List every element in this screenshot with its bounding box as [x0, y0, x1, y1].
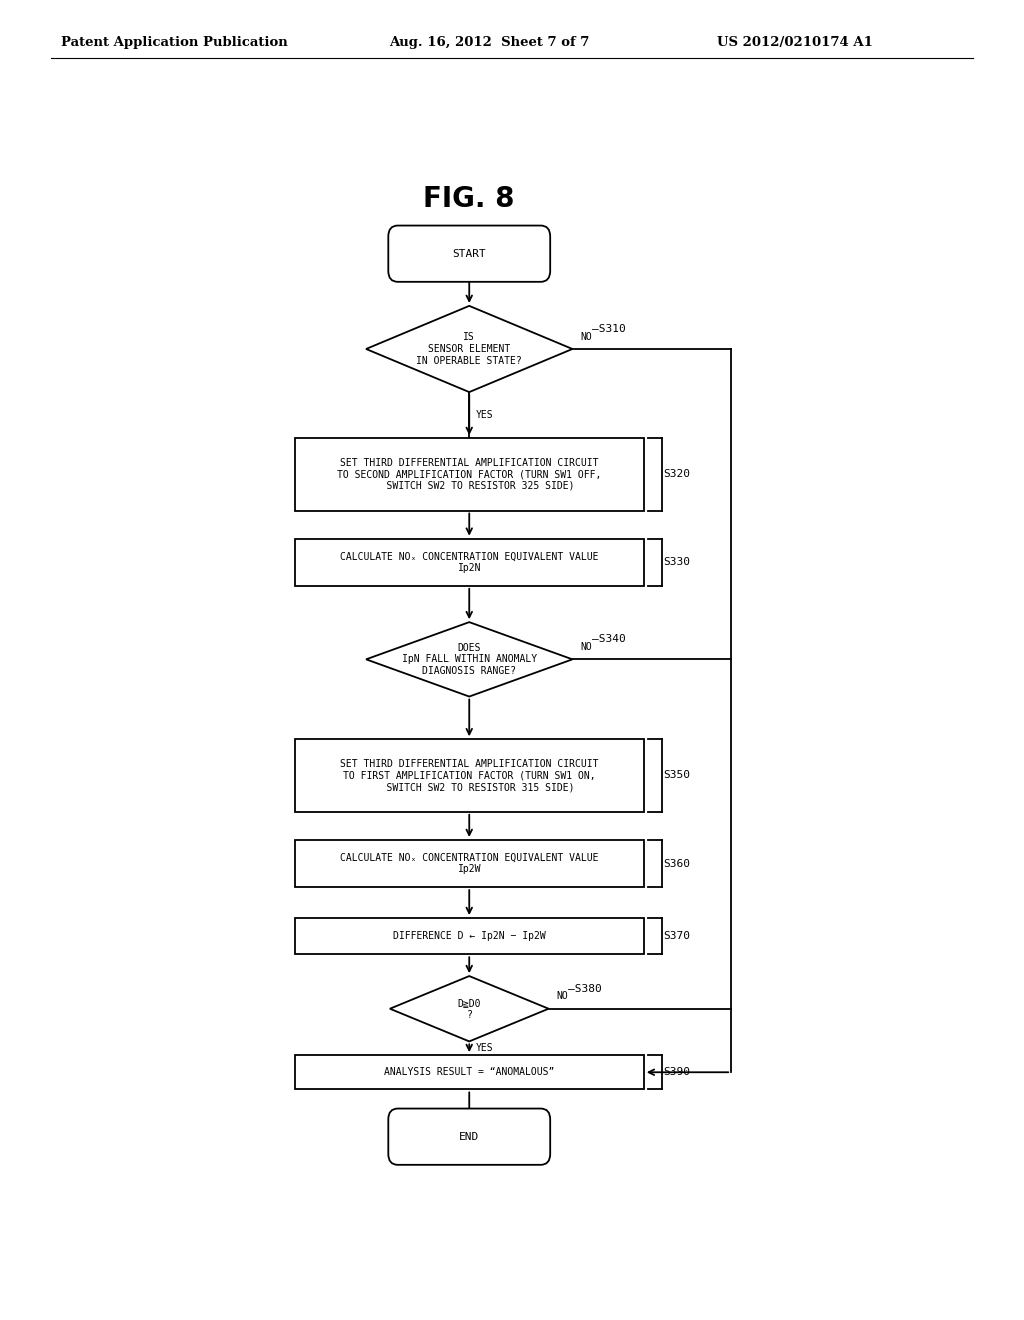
Text: YES: YES — [475, 1043, 494, 1053]
Polygon shape — [367, 306, 572, 392]
FancyBboxPatch shape — [388, 226, 550, 282]
Text: US 2012/0210174 A1: US 2012/0210174 A1 — [717, 36, 872, 49]
Text: DIFFERENCE D ← Ip2N − Ip2W: DIFFERENCE D ← Ip2N − Ip2W — [393, 931, 546, 941]
Text: —S380: —S380 — [568, 983, 602, 994]
Bar — [295, 539, 644, 586]
Text: IS
SENSOR ELEMENT
IN OPERABLE STATE?: IS SENSOR ELEMENT IN OPERABLE STATE? — [417, 333, 522, 366]
Text: NO: NO — [581, 331, 592, 342]
Bar — [295, 917, 644, 954]
Text: S320: S320 — [664, 469, 690, 479]
Polygon shape — [367, 622, 572, 697]
Text: S370: S370 — [664, 931, 690, 941]
Text: NO: NO — [557, 991, 568, 1002]
Text: —S310: —S310 — [592, 323, 626, 334]
Bar — [295, 739, 644, 812]
Bar — [295, 1055, 644, 1089]
Text: FIG. 8: FIG. 8 — [424, 185, 515, 214]
Bar — [295, 438, 644, 511]
Text: D≧D0
?: D≧D0 ? — [458, 998, 481, 1019]
Text: START: START — [453, 248, 486, 259]
Text: Patent Application Publication: Patent Application Publication — [61, 36, 288, 49]
Text: NO: NO — [581, 642, 592, 652]
Text: YES: YES — [475, 411, 494, 420]
Text: —S340: —S340 — [592, 635, 626, 644]
Text: S390: S390 — [664, 1068, 690, 1077]
Polygon shape — [390, 975, 549, 1041]
Text: SET THIRD DIFFERENTIAL AMPLIFICATION CIRCUIT
TO SECOND AMPLIFICATION FACTOR (TUR: SET THIRD DIFFERENTIAL AMPLIFICATION CIR… — [337, 458, 601, 491]
Text: CALCULATE NOₓ CONCENTRATION EQUIVALENT VALUE
Ip2N: CALCULATE NOₓ CONCENTRATION EQUIVALENT V… — [340, 552, 598, 573]
Text: S330: S330 — [664, 557, 690, 568]
Bar — [295, 840, 644, 887]
Text: DOES
IpN FALL WITHIN ANOMALY
DIAGNOSIS RANGE?: DOES IpN FALL WITHIN ANOMALY DIAGNOSIS R… — [401, 643, 537, 676]
Text: Aug. 16, 2012  Sheet 7 of 7: Aug. 16, 2012 Sheet 7 of 7 — [389, 36, 590, 49]
Text: END: END — [459, 1131, 479, 1142]
Text: CALCULATE NOₓ CONCENTRATION EQUIVALENT VALUE
Ip2W: CALCULATE NOₓ CONCENTRATION EQUIVALENT V… — [340, 853, 598, 874]
Text: S360: S360 — [664, 858, 690, 869]
Text: ANALYSIS RESULT = “ANOMALOUS”: ANALYSIS RESULT = “ANOMALOUS” — [384, 1068, 554, 1077]
Text: S350: S350 — [664, 771, 690, 780]
Text: SET THIRD DIFFERENTIAL AMPLIFICATION CIRCUIT
TO FIRST AMPLIFICATION FACTOR (TURN: SET THIRD DIFFERENTIAL AMPLIFICATION CIR… — [340, 759, 598, 792]
FancyBboxPatch shape — [388, 1109, 550, 1164]
